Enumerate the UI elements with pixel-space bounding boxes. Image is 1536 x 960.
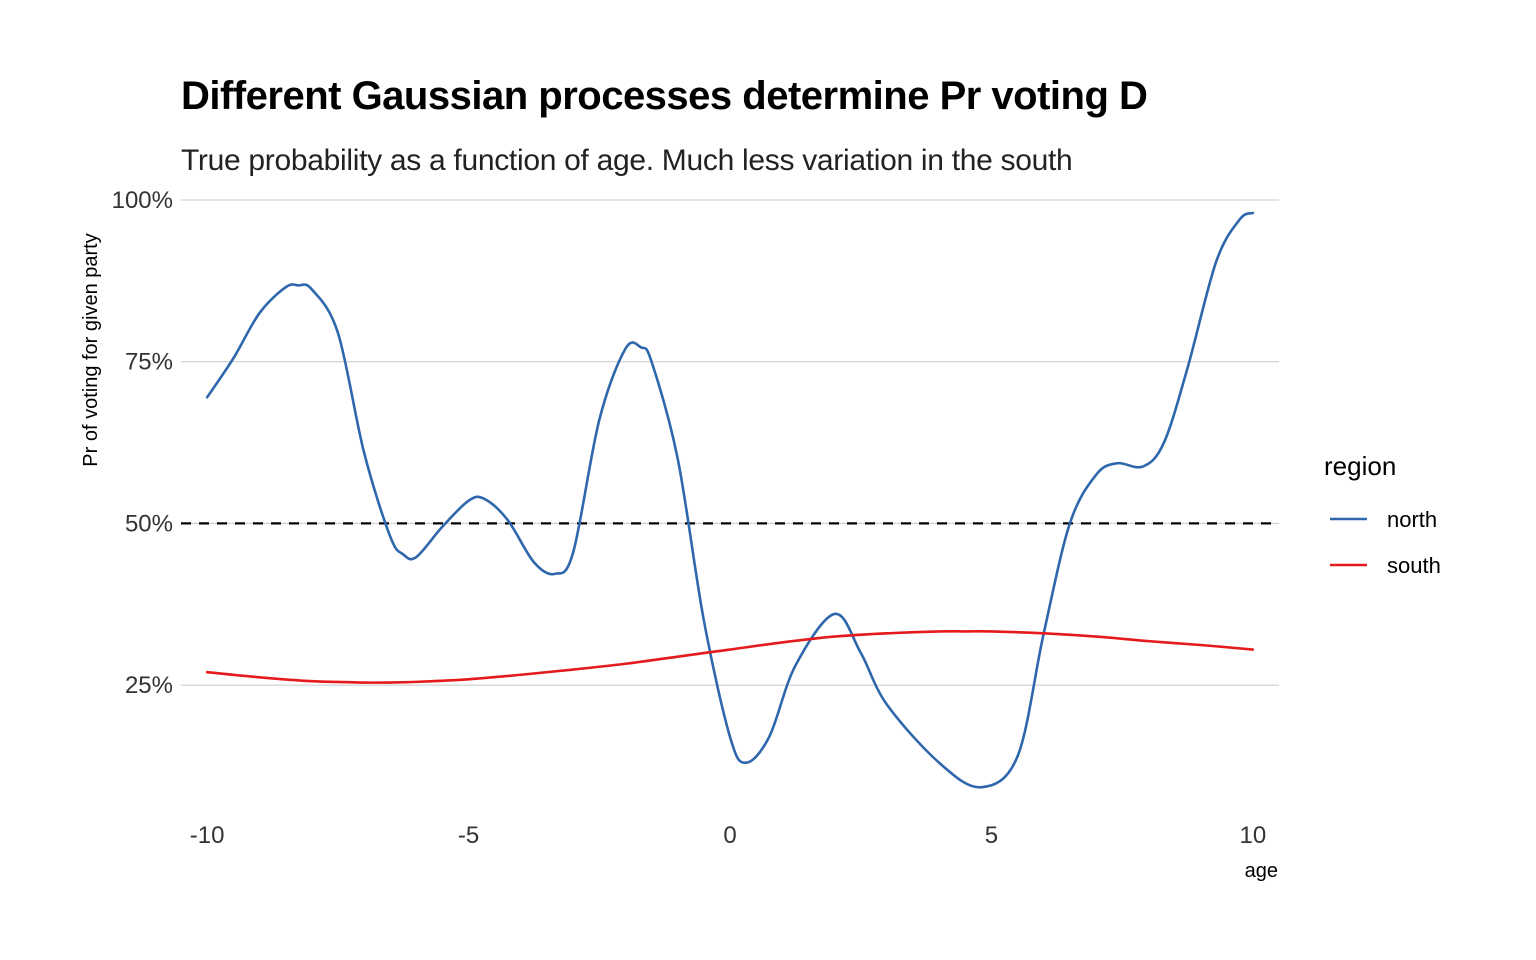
x-tick-label: -10	[190, 822, 225, 849]
x-axis-label: age	[1245, 860, 1278, 882]
y-tick-label: 100%	[112, 187, 173, 214]
x-tick-label: 0	[723, 822, 736, 849]
legend: region north south	[1324, 451, 1441, 578]
y-tick-label: 50%	[125, 510, 173, 537]
gridlines	[181, 199, 1279, 686]
y-tick-label: 25%	[125, 672, 173, 699]
y-axis-ticks: 25% 50% 75% 100%	[112, 187, 173, 699]
chart-subtitle: True probability as a function of age. M…	[181, 144, 1073, 177]
y-axis-label: Pr of voting for given party	[80, 233, 102, 466]
legend-title: region	[1324, 451, 1396, 481]
series-lines	[205, 211, 1255, 789]
y-tick-label: 75%	[125, 349, 173, 376]
x-tick-label: -5	[458, 822, 479, 849]
chart-title: Different Gaussian processes determine P…	[181, 74, 1148, 118]
x-tick-label: 10	[1240, 822, 1267, 849]
series-line-north	[205, 211, 1255, 789]
series-line-south	[205, 629, 1255, 684]
legend-label-south: south	[1387, 553, 1441, 578]
legend-items: north south	[1330, 507, 1441, 578]
legend-label-north: north	[1387, 507, 1437, 532]
x-axis-ticks: -10 -5 0 5 10	[190, 822, 1266, 849]
x-tick-label: 5	[985, 822, 998, 849]
